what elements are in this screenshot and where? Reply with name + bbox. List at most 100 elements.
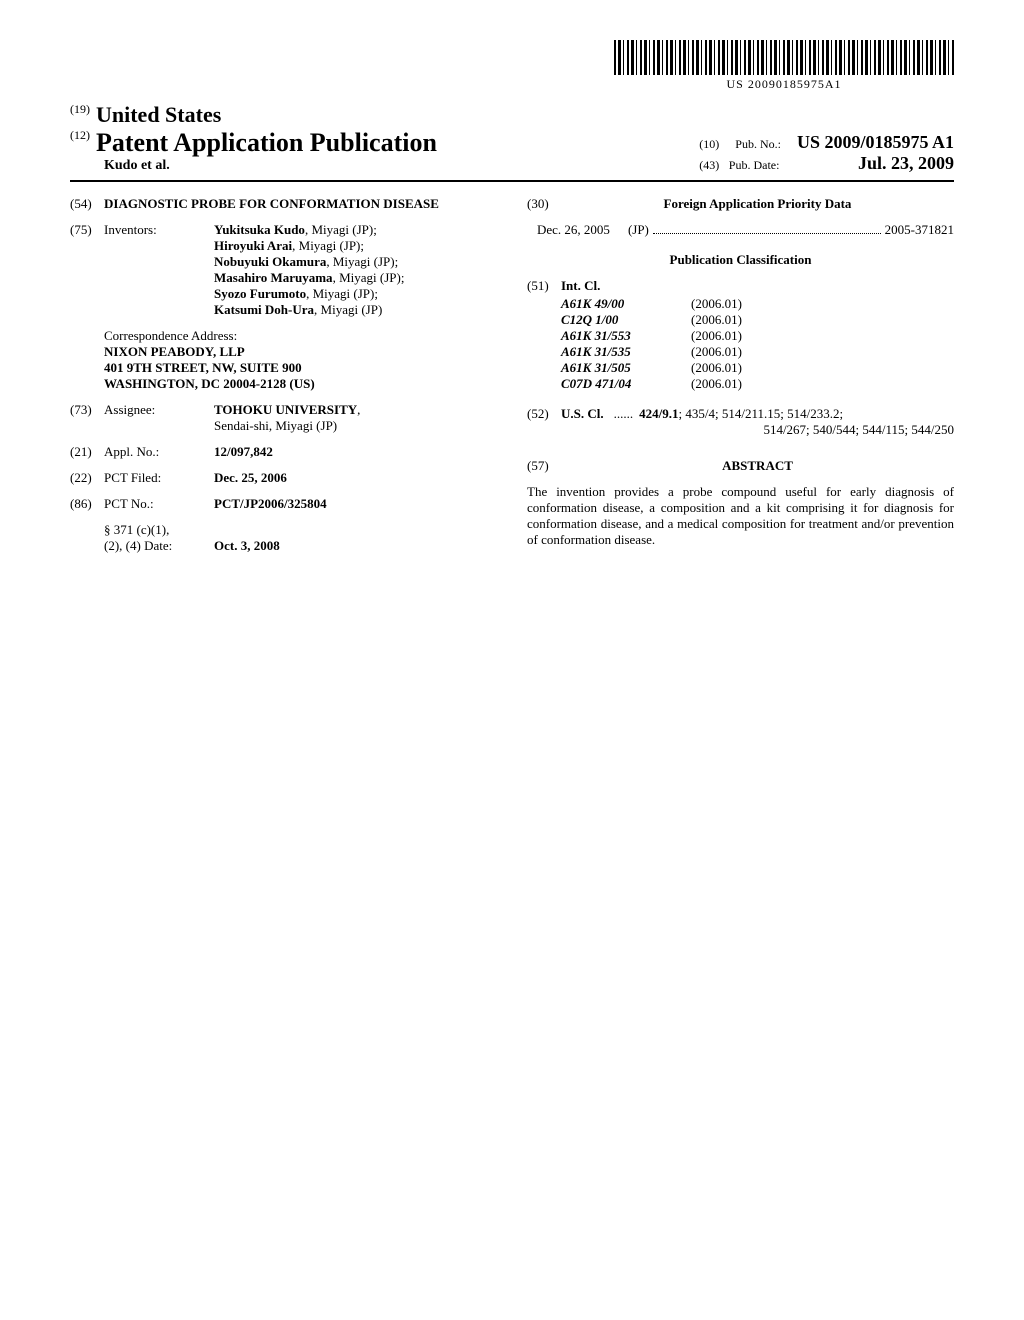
- uscl-code: (52): [527, 406, 561, 438]
- country-line: (19) United States: [70, 102, 437, 128]
- right-column: (30) Foreign Application Priority Data D…: [527, 196, 954, 564]
- foreign-heading-entry: (30) Foreign Application Priority Data: [527, 196, 954, 212]
- assignee-label: Assignee:: [104, 402, 214, 434]
- pub-number: US 2009/0185975 A1: [797, 132, 954, 153]
- applno-code: (21): [70, 444, 104, 460]
- inventor-item: Katsumi Doh-Ura, Miyagi (JP): [214, 302, 497, 318]
- correspondence-line-2: WASHINGTON, DC 20004-2128 (US): [104, 376, 497, 392]
- uscl-rest1: ; 435/4; 514/211.15; 514/233.2;: [679, 406, 844, 422]
- inventor-item: Syozo Furumoto, Miyagi (JP);: [214, 286, 497, 302]
- abstract-heading: ABSTRACT: [561, 458, 954, 474]
- pctfiled-entry: (22) PCT Filed: Dec. 25, 2006: [70, 470, 497, 486]
- intcl-item: C07D 471/04(2006.01): [527, 376, 954, 392]
- assignee-value: TOHOKU UNIVERSITY, Sendai-shi, Miyagi (J…: [214, 402, 497, 434]
- correspondence-block: Correspondence Address: NIXON PEABODY, L…: [104, 328, 497, 392]
- intcl-label: Int. Cl.: [561, 278, 954, 294]
- barcode: US 20090185975A1: [614, 40, 954, 92]
- foreign-data-row: Dec. 26, 2005 (JP) 2005-371821: [537, 222, 954, 238]
- correspondence-line-0: NIXON PEABODY, LLP: [104, 344, 497, 360]
- title-text: DIAGNOSTIC PROBE FOR CONFORMATION DISEAS…: [104, 196, 497, 212]
- s371-value: Oct. 3, 2008: [214, 538, 497, 554]
- uscl-first: 424/9.1: [639, 406, 678, 422]
- intcl-code-value: A61K 31/535: [561, 344, 691, 360]
- intcl-item: A61K 49/00(2006.01): [527, 296, 954, 312]
- doctype-line: (12) Patent Application Publication: [70, 128, 437, 158]
- country-code: (19): [70, 102, 90, 116]
- pubdate-label: Pub. Date:: [729, 158, 780, 172]
- body-columns: (54) DIAGNOSTIC PROBE FOR CONFORMATION D…: [70, 196, 954, 564]
- correspondence-line-1: 401 9TH STREET, NW, SUITE 900: [104, 360, 497, 376]
- title-code: (54): [70, 196, 104, 212]
- title-entry: (54) DIAGNOSTIC PROBE FOR CONFORMATION D…: [70, 196, 497, 212]
- intcl-item: A61K 31/535(2006.01): [527, 344, 954, 360]
- inventor-item: Yukitsuka Kudo, Miyagi (JP);: [214, 222, 497, 238]
- assignee-code: (73): [70, 402, 104, 434]
- pubclass-heading: Publication Classification: [527, 252, 954, 268]
- abstract-heading-entry: (57) ABSTRACT: [527, 458, 954, 474]
- pctfiled-label: PCT Filed:: [104, 470, 214, 486]
- intcl-code-value: C07D 471/04: [561, 376, 691, 392]
- intcl-date-value: (2006.01): [691, 344, 954, 360]
- abstract-code: (57): [527, 458, 561, 474]
- intcl-date-value: (2006.01): [691, 360, 954, 376]
- intcl-code-value: C12Q 1/00: [561, 312, 691, 328]
- inventor-item: Masahiro Maruyama, Miyagi (JP);: [214, 270, 497, 286]
- applno-value: 12/097,842: [214, 444, 497, 460]
- doc-code: (12): [70, 128, 90, 142]
- doc-type: Patent Application Publication: [96, 128, 437, 157]
- left-column: (54) DIAGNOSTIC PROBE FOR CONFORMATION D…: [70, 196, 497, 564]
- header-left: (19) United States (12) Patent Application…: [70, 102, 437, 174]
- pubdate-code: (43): [699, 158, 719, 172]
- authors-line: Kudo et al.: [104, 158, 437, 174]
- header-right: (10) Pub. No.: US 2009/0185975 A1 (43) P…: [699, 132, 954, 174]
- uscl-entry: (52) U.S. Cl. ...... 424/9.1; 435/4; 514…: [527, 406, 954, 438]
- assignee-entry: (73) Assignee: TOHOKU UNIVERSITY, Sendai…: [70, 402, 497, 434]
- intcl-code: (51): [527, 278, 561, 294]
- pubno-code: (10): [699, 137, 719, 152]
- intcl-item: A61K 31/553(2006.01): [527, 328, 954, 344]
- uscl-line2: 514/267; 540/544; 544/115; 544/250: [561, 422, 954, 438]
- inventors-entry: (75) Inventors: Yukitsuka Kudo, Miyagi (…: [70, 222, 497, 318]
- inventors-list: Yukitsuka Kudo, Miyagi (JP);Hiroyuki Ara…: [214, 222, 497, 318]
- pub-date: Jul. 23, 2009: [858, 153, 954, 174]
- intcl-list: A61K 49/00(2006.01)C12Q 1/00(2006.01)A61…: [527, 296, 954, 392]
- inventor-item: Nobuyuki Okamura, Miyagi (JP);: [214, 254, 497, 270]
- abstract-text: The invention provides a probe compound …: [527, 484, 954, 548]
- foreign-code: (30): [527, 196, 561, 212]
- pctno-code: (86): [70, 496, 104, 512]
- assignee-loc: Sendai-shi, Miyagi (JP): [214, 418, 497, 434]
- s371-entry: § 371 (c)(1), (2), (4) Date: Oct. 3, 200…: [70, 522, 497, 554]
- intcl-item: C12Q 1/00(2006.01): [527, 312, 954, 328]
- intcl-date-value: (2006.01): [691, 376, 954, 392]
- intcl-date-value: (2006.01): [691, 312, 954, 328]
- foreign-date: Dec. 26, 2005: [537, 222, 610, 238]
- pctno-label: PCT No.:: [104, 496, 214, 512]
- pctno-value: PCT/JP2006/325804: [214, 496, 497, 512]
- intcl-item: A61K 31/505(2006.01): [527, 360, 954, 376]
- dotted-fill: [653, 223, 881, 234]
- barcode-bars: [614, 40, 954, 75]
- header: (19) United States (12) Patent Application…: [70, 102, 954, 182]
- barcode-region: US 20090185975A1: [70, 40, 954, 92]
- uscl-value: U.S. Cl. ...... 424/9.1; 435/4; 514/211.…: [561, 406, 954, 438]
- foreign-country: (JP): [628, 222, 649, 238]
- intcl-entry: (51) Int. Cl.: [527, 278, 954, 294]
- pubno-label: Pub. No.:: [735, 137, 781, 152]
- foreign-number: 2005-371821: [885, 222, 954, 238]
- s371-blank: [70, 522, 104, 554]
- s371-label: § 371 (c)(1), (2), (4) Date:: [104, 522, 214, 554]
- assignee-name: TOHOKU UNIVERSITY: [214, 402, 357, 417]
- applno-label: Appl. No.:: [104, 444, 214, 460]
- inventors-label: Inventors:: [104, 222, 214, 318]
- correspondence-label: Correspondence Address:: [104, 328, 497, 344]
- country-name: United States: [96, 102, 221, 127]
- intcl-code-value: A61K 31/505: [561, 360, 691, 376]
- inventor-item: Hiroyuki Arai, Miyagi (JP);: [214, 238, 497, 254]
- applno-entry: (21) Appl. No.: 12/097,842: [70, 444, 497, 460]
- pctfiled-code: (22): [70, 470, 104, 486]
- inventors-code: (75): [70, 222, 104, 318]
- pctno-entry: (86) PCT No.: PCT/JP2006/325804: [70, 496, 497, 512]
- pctfiled-value: Dec. 25, 2006: [214, 470, 497, 486]
- intcl-code-value: A61K 49/00: [561, 296, 691, 312]
- uscl-label: U.S. Cl.: [561, 406, 604, 422]
